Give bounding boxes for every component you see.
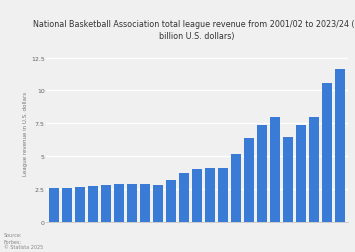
Bar (296, 125, 306, 222)
Bar (127, 184, 137, 222)
Bar (335, 70, 345, 222)
Bar (101, 185, 111, 222)
Bar (257, 125, 267, 222)
Bar (283, 138, 293, 222)
Bar (140, 184, 150, 222)
Bar (309, 117, 319, 222)
Bar (231, 154, 241, 222)
Bar (153, 185, 163, 222)
Bar (166, 180, 176, 222)
Bar (75, 187, 85, 222)
Bar (114, 184, 124, 222)
Bar (49, 188, 59, 222)
Title: National Basketball Association total league revenue from 2001/02 to 2023/24 (in: National Basketball Association total le… (33, 20, 355, 40)
Bar (244, 139, 254, 222)
Bar (179, 174, 189, 222)
Bar (270, 117, 280, 222)
Bar (218, 168, 228, 222)
Y-axis label: League revenue in U.S. dollars: League revenue in U.S. dollars (23, 92, 28, 175)
Bar (62, 188, 72, 222)
Bar (322, 83, 332, 222)
Text: Source:
Forbes;
© Statista 2025: Source: Forbes; © Statista 2025 (4, 232, 43, 249)
Bar (205, 168, 215, 222)
Bar (192, 170, 202, 222)
Bar (88, 186, 98, 222)
